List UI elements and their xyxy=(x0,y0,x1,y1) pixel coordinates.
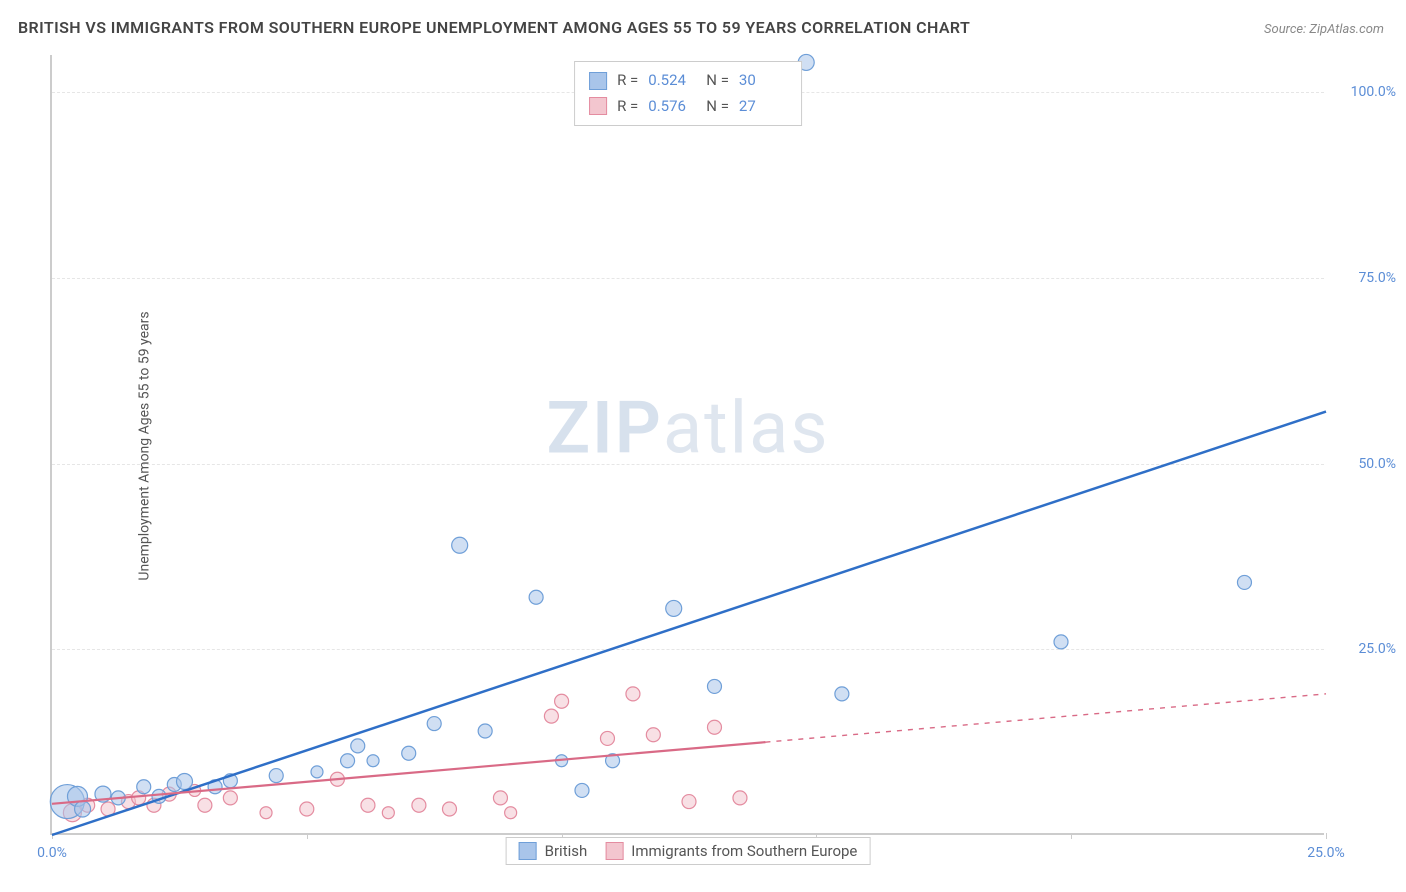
x-tick: 25.0% xyxy=(1307,845,1345,861)
data-point-immigrants xyxy=(707,720,721,734)
y-tick: 100.0% xyxy=(1332,84,1396,100)
x-tick-mark xyxy=(1071,833,1072,839)
data-point-british xyxy=(311,766,323,778)
data-point-british xyxy=(269,769,283,783)
swatch-british xyxy=(519,842,537,860)
data-point-immigrants xyxy=(544,709,558,723)
r-value-immigrants: 0.576 xyxy=(648,94,696,120)
data-point-british xyxy=(478,724,492,738)
data-point-british xyxy=(529,590,543,604)
r-label: R = xyxy=(617,94,638,120)
legend-stats-box: R = 0.524 N = 30 R = 0.576 N = 27 xyxy=(574,61,802,126)
data-point-british xyxy=(75,801,91,817)
data-point-immigrants xyxy=(442,802,456,816)
y-tick: 25.0% xyxy=(1332,641,1396,657)
data-point-immigrants xyxy=(733,791,747,805)
n-label: N = xyxy=(706,94,729,120)
n-value-british: 30 xyxy=(739,68,787,94)
legend-stats-row-immigrants: R = 0.576 N = 27 xyxy=(589,94,787,120)
r-label: R = xyxy=(617,68,638,94)
data-point-british xyxy=(835,687,849,701)
data-point-british xyxy=(666,600,682,616)
data-point-immigrants xyxy=(493,791,507,805)
legend-item-immigrants: Immigrants from Southern Europe xyxy=(605,842,857,860)
legend-bottom-box: British Immigrants from Southern Europe xyxy=(506,837,871,865)
chart-svg-layer xyxy=(52,55,1324,833)
data-point-immigrants xyxy=(260,807,272,819)
trend-line xyxy=(52,412,1326,835)
data-point-british xyxy=(351,739,365,753)
swatch-immigrants xyxy=(605,842,623,860)
data-point-immigrants xyxy=(626,687,640,701)
data-point-immigrants xyxy=(300,802,314,816)
data-point-british xyxy=(1237,575,1251,589)
swatch-immigrants xyxy=(589,97,607,115)
trend-line xyxy=(765,694,1326,742)
data-point-immigrants xyxy=(505,807,517,819)
x-tick-mark xyxy=(1326,833,1327,839)
data-point-immigrants xyxy=(682,795,696,809)
data-point-immigrants xyxy=(412,798,426,812)
data-point-immigrants xyxy=(382,807,394,819)
data-point-british xyxy=(1054,635,1068,649)
legend-stats-row-british: R = 0.524 N = 30 xyxy=(589,68,787,94)
swatch-british xyxy=(589,72,607,90)
data-point-british xyxy=(575,783,589,797)
data-point-british xyxy=(707,679,721,693)
y-tick: 75.0% xyxy=(1332,270,1396,286)
n-value-immigrants: 27 xyxy=(739,94,787,120)
data-point-british xyxy=(367,755,379,767)
legend-label-immigrants: Immigrants from Southern Europe xyxy=(631,842,857,860)
data-point-british xyxy=(137,780,151,794)
data-point-british xyxy=(341,754,355,768)
data-point-immigrants xyxy=(646,728,660,742)
data-point-immigrants xyxy=(198,798,212,812)
data-point-immigrants xyxy=(600,731,614,745)
data-point-immigrants xyxy=(555,694,569,708)
y-tick: 50.0% xyxy=(1332,456,1396,472)
x-tick: 0.0% xyxy=(37,845,67,861)
chart-plot-area: ZIPatlas 25.0%50.0%75.0%100.0% 0.0%25.0%… xyxy=(50,55,1324,835)
data-point-immigrants xyxy=(361,798,375,812)
data-point-british xyxy=(452,537,468,553)
n-label: N = xyxy=(706,68,729,94)
legend-label-british: British xyxy=(545,842,588,860)
data-point-british xyxy=(427,717,441,731)
chart-title: BRITISH VS IMMIGRANTS FROM SOUTHERN EURO… xyxy=(18,18,970,37)
r-value-british: 0.524 xyxy=(648,68,696,94)
data-point-british xyxy=(176,774,192,790)
legend-item-british: British xyxy=(519,842,588,860)
data-point-immigrants xyxy=(223,791,237,805)
data-point-british xyxy=(402,746,416,760)
x-tick-mark xyxy=(307,833,308,839)
source-label: Source: ZipAtlas.com xyxy=(1264,22,1384,37)
